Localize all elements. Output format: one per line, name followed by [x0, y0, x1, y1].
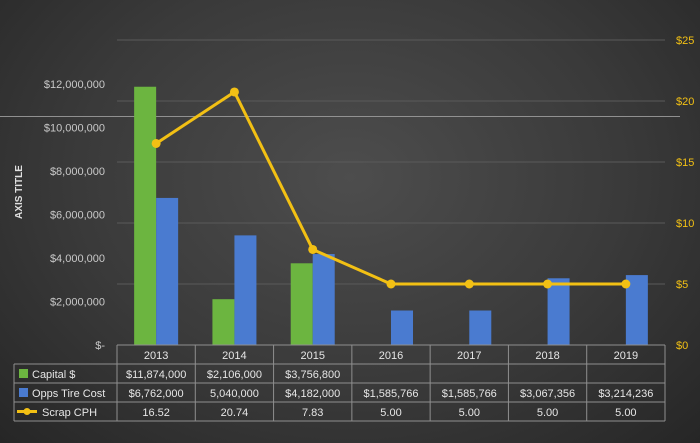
bar-capital-	[212, 299, 235, 345]
y-tick-label: $8,000,000	[50, 166, 105, 178]
table-cell: 5.00	[380, 407, 401, 419]
table-cell: $3,214,236	[598, 388, 653, 400]
x-category-label: 2019	[614, 350, 638, 362]
bar-opps-tire-cost	[234, 235, 257, 345]
legend-label-opps-tire-cost: Opps Tire Cost	[32, 388, 105, 400]
legend-key-capital-	[19, 369, 28, 378]
y2-tick-label: $5	[676, 279, 688, 291]
bar-opps-tire-cost	[312, 254, 335, 345]
y-tick-label: $4,000,000	[50, 253, 105, 265]
y-tick-label: $-	[95, 340, 105, 352]
table-cell: 20.74	[221, 407, 249, 419]
reference-line	[0, 116, 680, 117]
legend-key-opps-tire-cost	[19, 388, 28, 397]
table-cell: 5,040,000	[210, 388, 259, 400]
x-category-label: 2013	[144, 350, 168, 362]
legend-label-capital-: Capital $	[32, 369, 75, 381]
bar-opps-tire-cost	[156, 197, 179, 345]
line-point	[543, 279, 553, 289]
x-category-label: 2015	[300, 350, 324, 362]
line-point	[308, 244, 318, 254]
line-scrap-cph	[155, 90, 626, 286]
legend-key-scrap-cph-dot	[23, 408, 31, 415]
table-cell: $3,067,356	[520, 388, 575, 400]
line-point	[621, 279, 631, 289]
y-axis-title: AXIS TITLE	[14, 165, 25, 219]
y-tick-label: $12,000,000	[44, 79, 105, 91]
y2-tick-label: $25	[676, 35, 694, 47]
x-category-label: 2017	[457, 350, 481, 362]
line-point	[464, 279, 474, 289]
bar-capital-	[134, 86, 157, 345]
x-category-label: 2016	[379, 350, 403, 362]
bar-capital-	[290, 263, 313, 345]
y-tick-label: $10,000,000	[44, 123, 105, 135]
bar-opps-tire-cost	[547, 278, 570, 345]
table-cell: $2,106,000	[207, 369, 262, 381]
table-cell: $1,585,766	[363, 388, 418, 400]
line-point	[229, 87, 239, 97]
table-cell: $6,762,000	[129, 388, 184, 400]
y2-tick-label: $20	[676, 96, 694, 108]
table-cell: $4,182,000	[285, 388, 340, 400]
y2-tick-label: $15	[676, 157, 694, 169]
table-cell: $1,585,766	[442, 388, 497, 400]
y-tick-label: $2,000,000	[50, 297, 105, 309]
table-cell: 7.83	[302, 407, 323, 419]
y-tick-label: $6,000,000	[50, 210, 105, 222]
y2-tick-label: $10	[676, 218, 694, 230]
table-cell: 16.52	[142, 407, 170, 419]
table-cell: $3,756,800	[285, 369, 340, 381]
bar-opps-tire-cost	[625, 275, 648, 345]
line-point	[151, 138, 161, 148]
x-category-label: 2018	[535, 350, 559, 362]
legend-label-scrap-cph: Scrap CPH	[42, 407, 97, 419]
bar-opps-tire-cost	[391, 310, 413, 345]
line-point	[386, 279, 396, 289]
table-cell: 5.00	[537, 407, 558, 419]
table-cell: 5.00	[615, 407, 636, 419]
bar-opps-tire-cost	[469, 310, 492, 345]
table-cell: $11,874,000	[126, 369, 186, 381]
table-cell: 5.00	[459, 407, 480, 419]
y2-tick-label: $0	[676, 340, 688, 352]
x-category-label: 2014	[222, 350, 246, 362]
